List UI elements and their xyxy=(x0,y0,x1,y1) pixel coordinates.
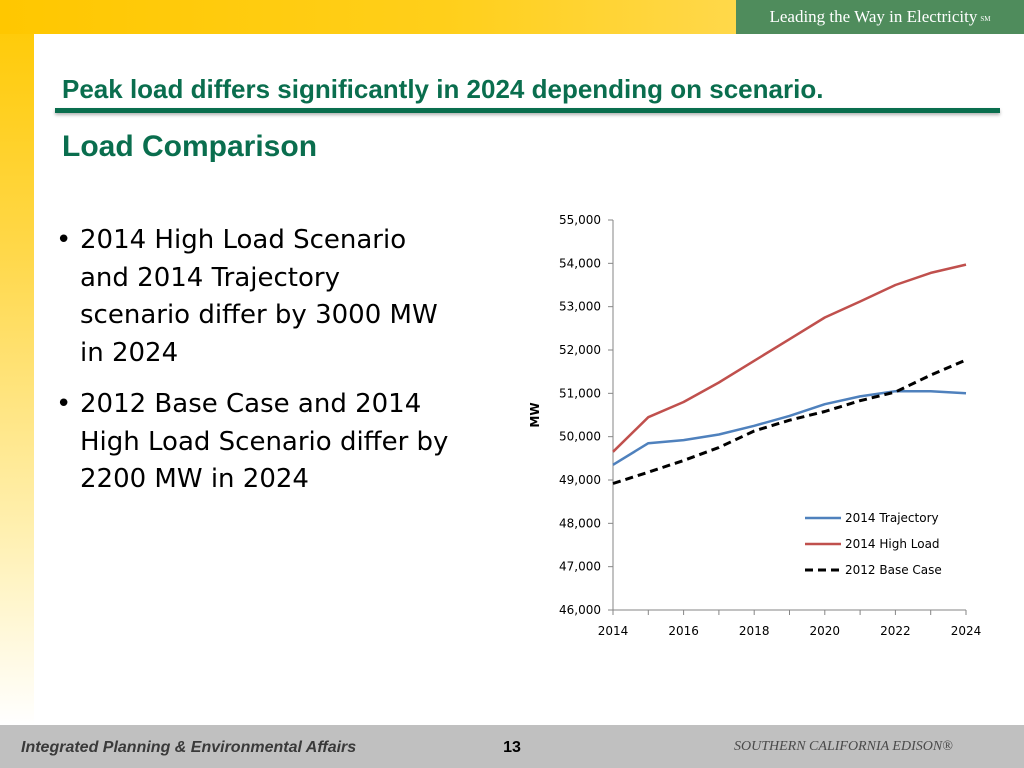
bullet-list: • 2014 High Load Scenario and 2014 Trajec… xyxy=(56,222,456,513)
side-gradient-band xyxy=(0,0,34,725)
y-tick-label: 49,000 xyxy=(559,473,601,487)
y-tick-label: 55,000 xyxy=(559,213,601,227)
y-tick-label: 47,000 xyxy=(559,560,601,574)
x-tick-label: 2018 xyxy=(739,624,770,638)
series-line-1 xyxy=(612,263,967,453)
legend-label: 2014 High Load xyxy=(845,537,940,551)
series-line-0 xyxy=(612,389,967,466)
brand-tagline: Leading the Way in Electricity xyxy=(769,7,978,26)
slide-headline: Peak load differs significantly in 2024 … xyxy=(62,74,824,104)
series-line-2 xyxy=(612,358,967,485)
legend-label: 2014 Trajectory xyxy=(845,511,939,525)
bullet-item: • 2014 High Load Scenario and 2014 Trajec… xyxy=(56,222,456,372)
bullet-item: • 2012 Base Case and 2014 High Load Scena… xyxy=(56,386,456,499)
footer-department: Integrated Planning & Environmental Affa… xyxy=(21,739,357,756)
y-axis-title: MW xyxy=(528,402,542,427)
x-tick-label: 2016 xyxy=(668,624,699,638)
slide-subtitle: Load Comparison xyxy=(62,130,318,163)
footer-company: SOUTHERN CALIFORNIA EDISON® xyxy=(734,739,953,754)
y-tick-label: 51,000 xyxy=(559,386,601,400)
bullet-text: 2014 High Load Scenario and 2014 Traject… xyxy=(80,225,438,368)
y-tick-label: 48,000 xyxy=(559,516,601,530)
bullet-glyph: • xyxy=(56,389,72,419)
y-tick-label: 50,000 xyxy=(559,430,601,444)
top-gradient-band xyxy=(0,0,736,34)
y-tick-label: 54,000 xyxy=(559,256,601,270)
footer-bar: Integrated Planning & Environmental Affa… xyxy=(0,725,1024,768)
x-tick-label: 2020 xyxy=(810,624,841,638)
x-tick-label: 2024 xyxy=(951,624,982,638)
bullet-text: 2012 Base Case and 2014 High Load Scenar… xyxy=(80,389,449,494)
load-comparison-chart: 46,000 47,000 48,000 49,000 50,000 51,000 52,0… xyxy=(528,213,982,638)
bullet-glyph: • xyxy=(56,225,72,255)
brand-bar: Leading the Way in Electricity SM xyxy=(736,0,1024,34)
x-tick-label: 2022 xyxy=(880,624,911,638)
y-tick-label: 46,000 xyxy=(559,603,601,617)
legend-label: 2012 Base Case xyxy=(845,563,942,577)
headline-divider xyxy=(55,108,1000,113)
page-number: 13 xyxy=(503,739,521,756)
service-mark: SM xyxy=(980,15,991,23)
x-tick-label: 2014 xyxy=(598,624,629,638)
y-tick-label: 52,000 xyxy=(559,343,601,357)
y-tick-label: 53,000 xyxy=(559,300,601,314)
